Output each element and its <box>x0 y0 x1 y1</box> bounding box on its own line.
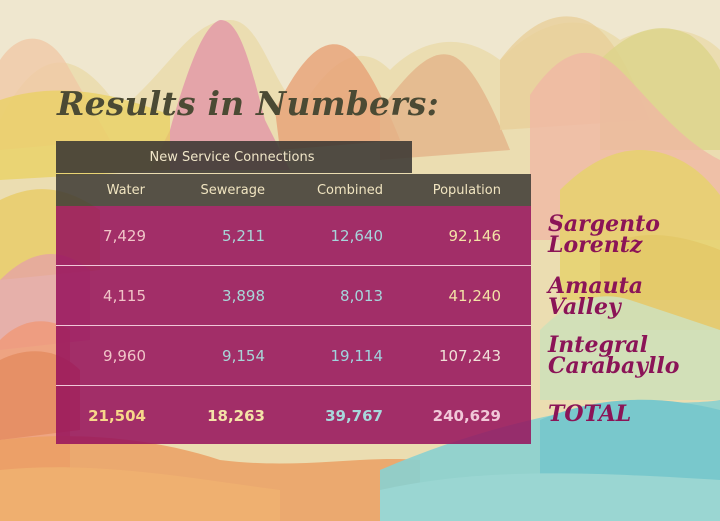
cell-sewerage: 9,154 <box>222 346 265 365</box>
results-table: 7,429 5,211 12,640 92,146 4,115 3,898 8,… <box>56 206 531 444</box>
row-label-line1: Sargento <box>548 211 660 237</box>
column-header-sewerage: Sewerage <box>200 182 265 198</box>
total-population: 240,629 <box>432 406 501 425</box>
column-header-water: Water <box>106 182 145 198</box>
total-row: 21,504 18,263 39,767 240,629 <box>56 385 531 445</box>
cell-population: 92,146 <box>448 226 502 245</box>
row-label-line2: Lorentz <box>548 232 643 258</box>
cell-combined: 19,114 <box>330 346 384 365</box>
row-label-line1: Integral <box>548 332 649 358</box>
column-header-population: Population <box>432 182 501 198</box>
total-combined: 39,767 <box>325 406 383 425</box>
cell-sewerage: 5,211 <box>222 226 265 245</box>
column-header-row: Water Sewerage Combined Population <box>56 174 531 206</box>
total-sewerage: 18,263 <box>207 406 265 425</box>
cell-population: 107,243 <box>438 346 501 365</box>
column-header-combined: Combined <box>316 182 383 198</box>
table-row: 7,429 5,211 12,640 92,146 <box>56 206 531 265</box>
total-water: 21,504 <box>88 406 146 425</box>
cell-sewerage: 3,898 <box>222 286 265 305</box>
cell-population: 41,240 <box>448 286 502 305</box>
row-label-sargento-lorentz: Sargento Lorentz <box>548 211 660 258</box>
cell-water: 9,960 <box>103 346 146 365</box>
row-label-line2: Valley <box>548 294 621 320</box>
page-title: Results in Numbers: <box>57 84 439 123</box>
table-row: 9,960 9,154 19,114 107,243 <box>56 325 531 385</box>
row-label-line2: Carabayllo <box>548 353 680 379</box>
cell-combined: 12,640 <box>330 226 384 245</box>
cell-water: 4,115 <box>103 286 146 305</box>
cell-combined: 8,013 <box>340 286 383 305</box>
table-row: 4,115 3,898 8,013 41,240 <box>56 265 531 325</box>
group-header-label: New Service Connections <box>149 149 315 165</box>
row-label-amauta-valley: Amauta Valley <box>548 273 644 320</box>
cell-water: 7,429 <box>103 226 146 245</box>
group-header: New Service Connections <box>56 141 412 173</box>
row-label-line1: Amauta <box>548 273 644 299</box>
row-label-integral-carabayllo: Integral Carabayllo <box>548 332 680 379</box>
row-label-total: TOTAL <box>548 401 632 427</box>
